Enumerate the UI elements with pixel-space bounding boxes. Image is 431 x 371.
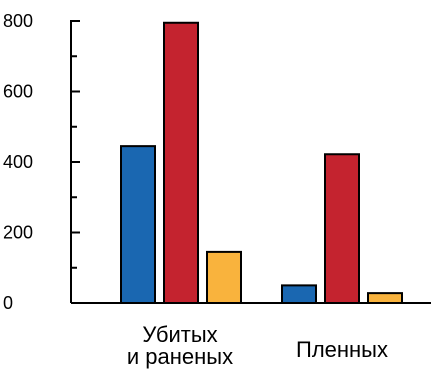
- bar-series2-category1: [163, 21, 199, 304]
- y-tick-label: 600: [3, 82, 33, 102]
- bar-series2-category2: [324, 153, 360, 304]
- y-tick-label: 200: [3, 223, 33, 243]
- bar-series1-category2: [281, 284, 317, 304]
- y-tick-label: 0: [3, 293, 13, 313]
- category-label: Убитых: [142, 322, 217, 347]
- bar-series3-category2: [367, 292, 403, 305]
- bar-series1-category1: [120, 145, 156, 304]
- bars-group: [120, 21, 403, 305]
- y-tick-label: 400: [3, 152, 33, 172]
- bar-series3-category1: [206, 250, 242, 304]
- category-label: Пленных: [296, 337, 388, 362]
- y-ticks-group: 0 200 400 600 800: [3, 11, 80, 313]
- category-label: и раненых: [127, 344, 233, 369]
- y-tick-label: 800: [3, 11, 33, 31]
